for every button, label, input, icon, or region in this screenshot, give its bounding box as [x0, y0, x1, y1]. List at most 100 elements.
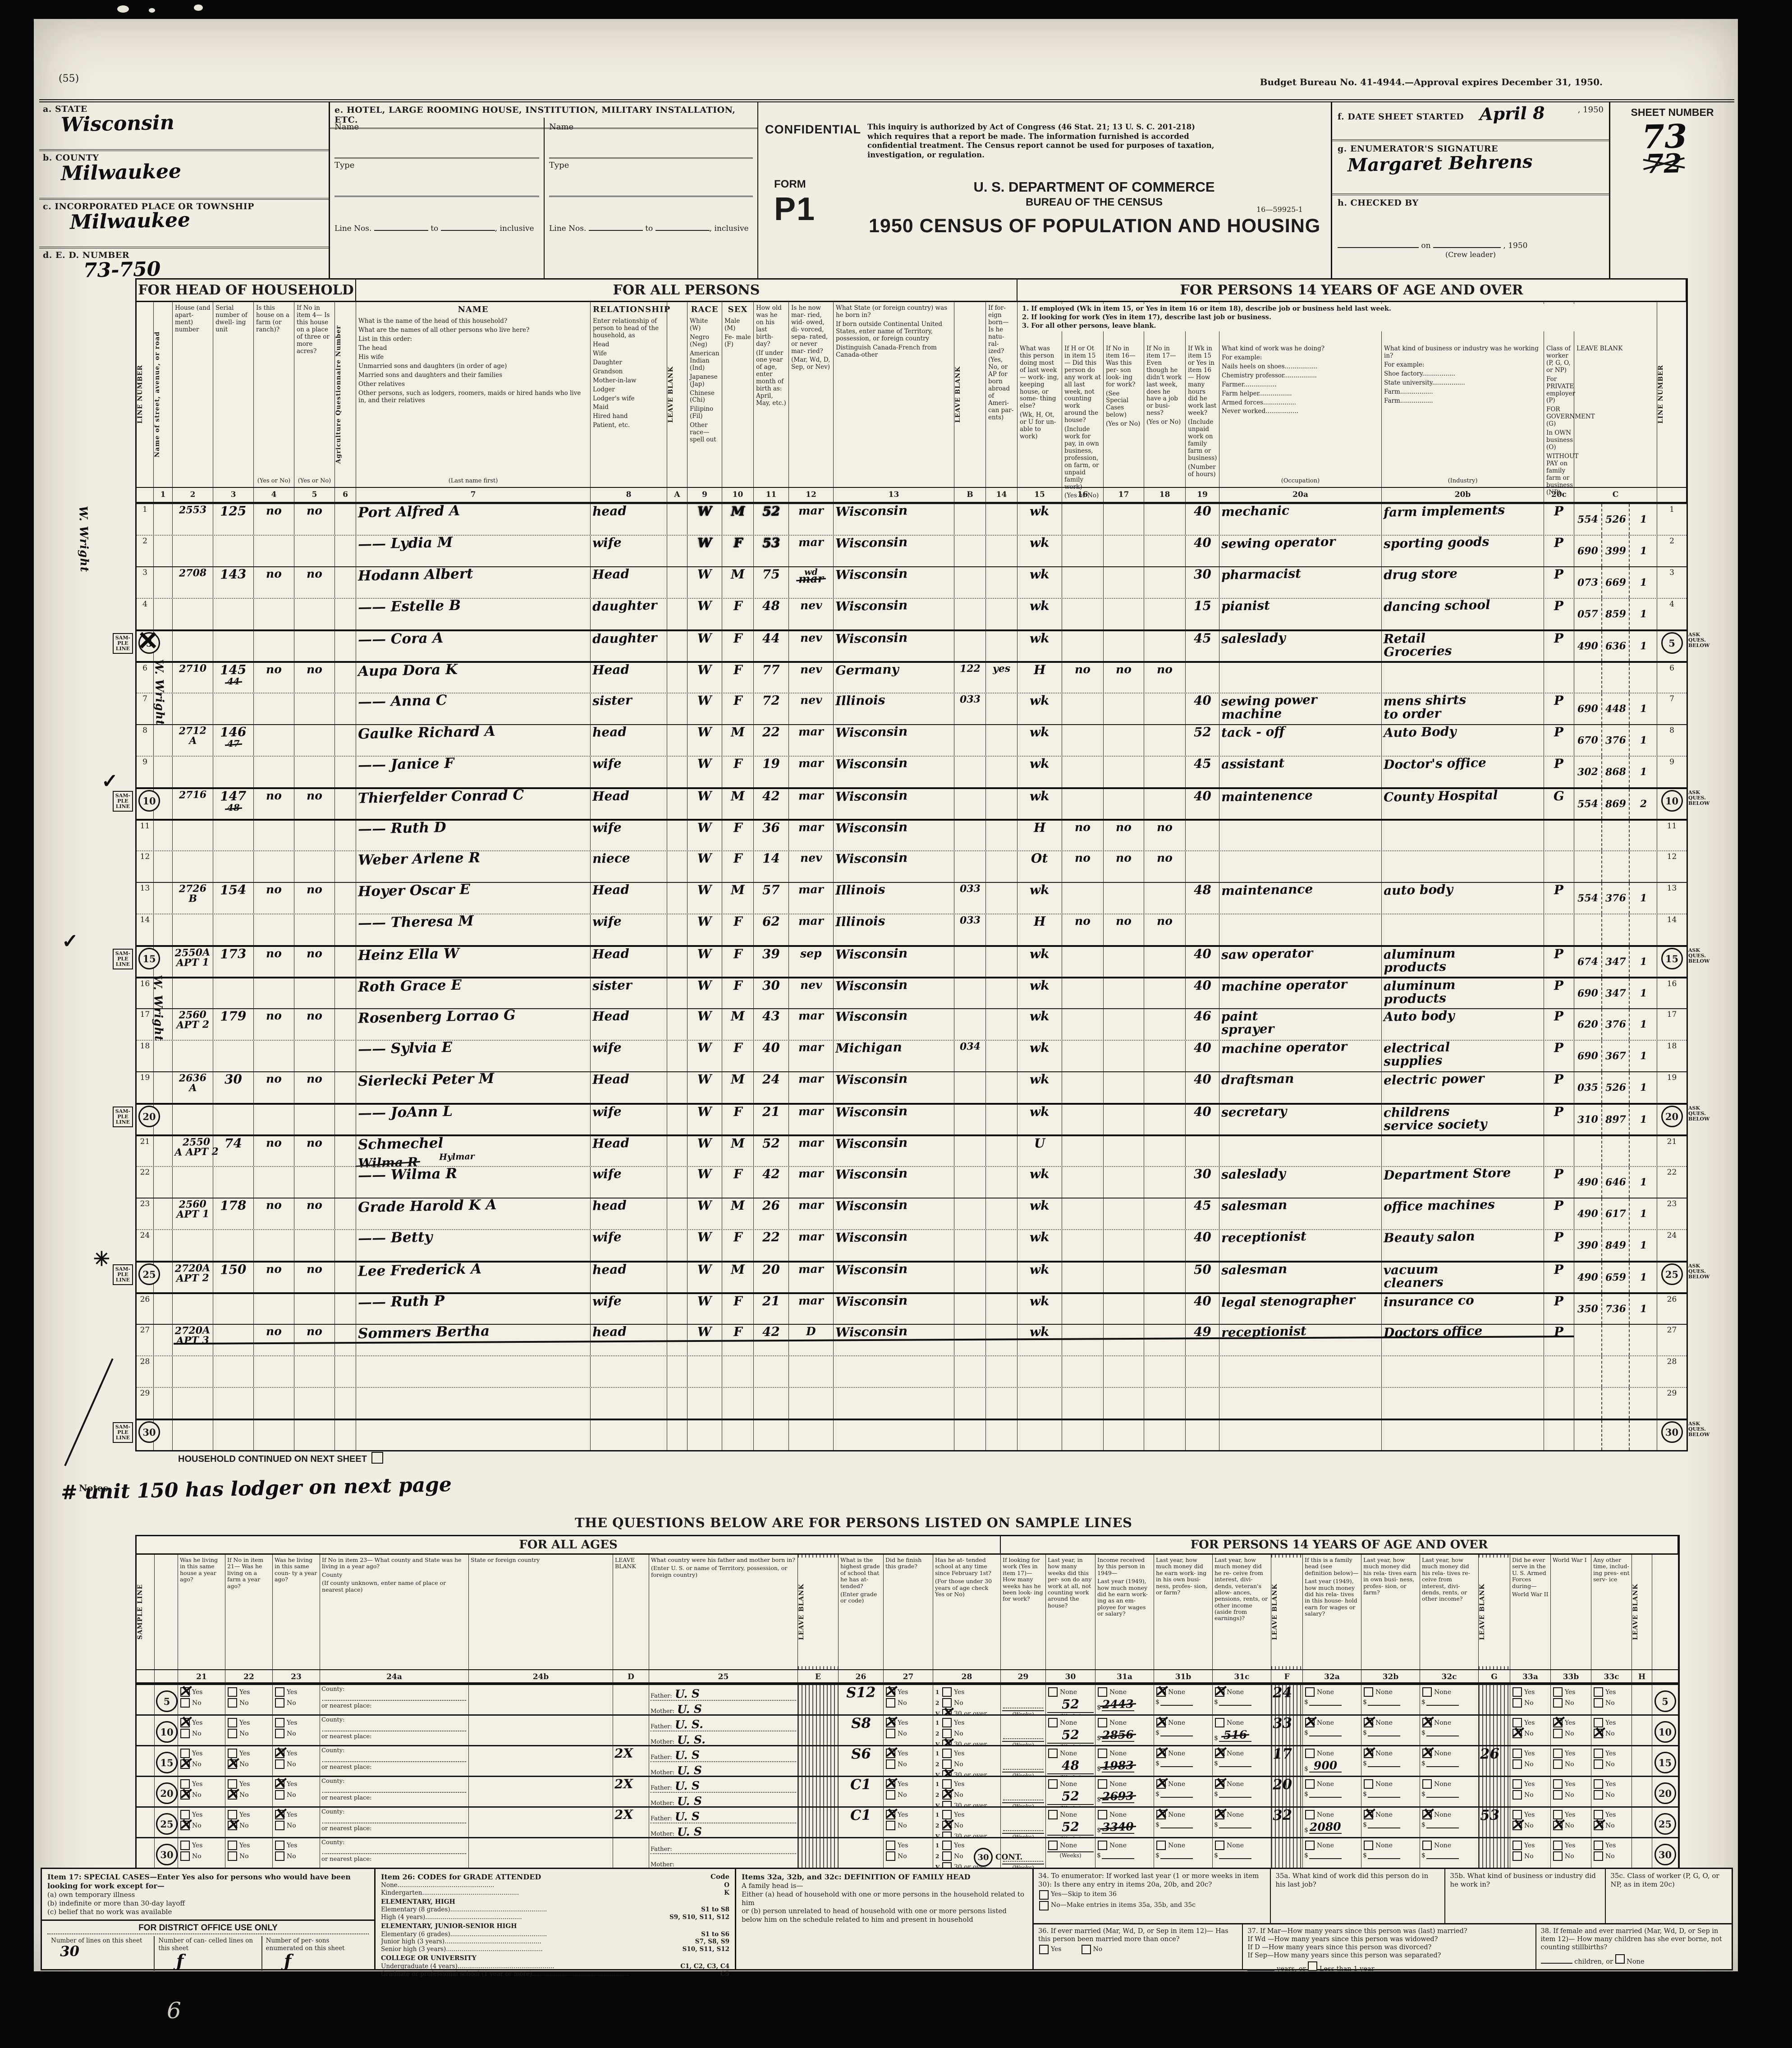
handwritten-entry: 42: [762, 1166, 780, 1182]
handwritten-entry: Illinois: [835, 692, 885, 709]
header-text: If this is a family head (see definition…: [1305, 1557, 1359, 1576]
checkbox: [886, 1729, 895, 1738]
cell-street: [154, 599, 173, 629]
cell-sex: F: [722, 946, 754, 977]
cell-farm: [254, 1420, 294, 1450]
cell-industry: [1382, 851, 1544, 882]
header-text: His wife: [358, 353, 384, 361]
cell-relationship: Head: [591, 662, 667, 693]
person-name: Schmechel: [357, 1135, 444, 1153]
dollar-row: $2856: [1097, 1728, 1134, 1742]
cell-birthplace: Wisconsin: [834, 850, 954, 882]
cell-item17: [1104, 978, 1144, 1008]
column-number: C: [1574, 488, 1657, 502]
cell-farm: [254, 599, 294, 629]
cell-naturalized: [986, 1325, 1017, 1355]
cell-marital: nev: [789, 851, 834, 882]
cell-name: Heinz Ella W: [356, 946, 591, 977]
sample-line-badge: 30: [156, 1844, 178, 1865]
handwritten-entry: 62: [762, 914, 780, 929]
cell-naturalized: [986, 1420, 1017, 1450]
handwritten-entry: Auto body: [1383, 1008, 1455, 1024]
cell-item16: [1062, 631, 1104, 661]
handwritten-entry: no: [306, 1009, 323, 1023]
cell-line-number-right: 9: [1657, 757, 1687, 787]
continued-checkbox: [371, 1452, 383, 1464]
cell-name: Schmechel Hylmar Wilma R: [356, 1135, 591, 1171]
cell-class-of-worker: P: [1544, 504, 1574, 535]
item37: 37. If Mar—How many years since this per…: [1243, 1924, 1536, 1973]
column-header-25: What country were his father and mother …: [649, 1555, 798, 1669]
column-header-32a: If this is a family head (see definition…: [1303, 1555, 1361, 1669]
handwritten-entry: 40: [1193, 946, 1211, 962]
line-number: 17: [140, 1010, 150, 1019]
cell-line-number: 9: [137, 757, 154, 787]
handwritten-entry: no: [266, 882, 282, 896]
cell-line-number: 17: [137, 1009, 154, 1040]
office-code: 674: [1574, 947, 1601, 977]
cell-item18: [1144, 567, 1186, 598]
cell-item16: [1062, 1105, 1104, 1134]
department-block: U. S. DEPARTMENT OF COMMERCE BUREAU OF T…: [869, 179, 1320, 237]
header-text: What was this person doing most of last …: [1020, 345, 1059, 410]
header-text: Enter relationship of person to head of …: [593, 317, 659, 340]
handwritten-entry: W: [697, 788, 712, 804]
cell-hours: [1186, 1136, 1219, 1166]
cell-street: [154, 1105, 173, 1134]
handwritten-entry: wife: [592, 1229, 622, 1245]
cell-farm: [254, 821, 294, 850]
cell-a32a: None$: [1303, 1777, 1361, 1806]
checkbox-row: Yes: [1553, 1779, 1589, 1789]
handwritten-entry: 22: [762, 724, 780, 740]
line-nos-label: Line Nos.: [335, 224, 372, 233]
handwritten-entry: F: [733, 1293, 742, 1309]
hotel-col-2: Name Type Line Nos. to , inclusive: [544, 118, 757, 279]
form-number-block: FORM P1: [774, 178, 816, 228]
cell-item16: [1062, 1356, 1104, 1387]
header-text: Chemistry professor.................: [1222, 372, 1317, 379]
sample-line-tag: SAM- PLE LINE: [112, 1107, 133, 1128]
handwritten-entry: Head: [592, 1008, 630, 1024]
weeks-worked: 52: [1047, 1697, 1094, 1712]
handwritten-entry: F: [733, 630, 742, 646]
checkbox-row: No: [275, 1851, 317, 1861]
handwritten-entry: vacuum cleaners: [1383, 1261, 1444, 1290]
handwritten-entry: 2856: [1102, 1728, 1134, 1742]
checkbox-row: No: [886, 1698, 930, 1708]
checkbox-row: V30 or over: [935, 1704, 998, 1714]
cell-agq: [335, 978, 356, 1008]
cell-item17: no: [1104, 914, 1144, 945]
cell-item17: [1104, 883, 1144, 914]
handwritten-entry: 26: [762, 1198, 780, 1213]
cell-line-number-right: 8: [1657, 725, 1687, 756]
cell-agq: [335, 883, 356, 914]
cell-race: W: [687, 1294, 722, 1324]
header-text: WITHOUT PAY on family farm or business (…: [1546, 452, 1579, 496]
cell-race: W: [687, 535, 722, 566]
header-text: Unmarried sons and daughters (in order o…: [358, 362, 507, 370]
county-label: b. COUNTY: [43, 153, 99, 163]
office-code: 490: [1574, 1167, 1601, 1198]
office-code: 617: [1601, 1198, 1629, 1229]
cell-item18: [1144, 947, 1186, 977]
cell-class-of-worker: P: [1544, 567, 1574, 598]
column-number: 32c: [1420, 1670, 1479, 1682]
item32-line: or (b) person unrelated to head of house…: [742, 1907, 1007, 1924]
cell-name: [356, 1420, 591, 1450]
cell-agq: [335, 1356, 356, 1387]
handwritten-entry: 897: [1605, 1113, 1626, 1126]
handwritten-entry: mar: [798, 1262, 824, 1276]
checkbox-row: V30 or over: [935, 1765, 998, 1776]
cell-class-of-worker: [1544, 1388, 1574, 1419]
line-number: 13: [1667, 884, 1677, 893]
header-text: For PRIVATE employer (P): [1546, 375, 1575, 404]
film-artifact-mark: 6: [167, 1997, 181, 2024]
handwritten-entry: Auto Body: [1383, 724, 1457, 740]
column-number: 33a: [1510, 1670, 1551, 1682]
cell-item16: [1062, 1325, 1104, 1355]
checkbox: [228, 1729, 237, 1738]
cell-office-codes: 490 646 1: [1574, 1167, 1657, 1198]
column-number: G: [1479, 1670, 1510, 1682]
